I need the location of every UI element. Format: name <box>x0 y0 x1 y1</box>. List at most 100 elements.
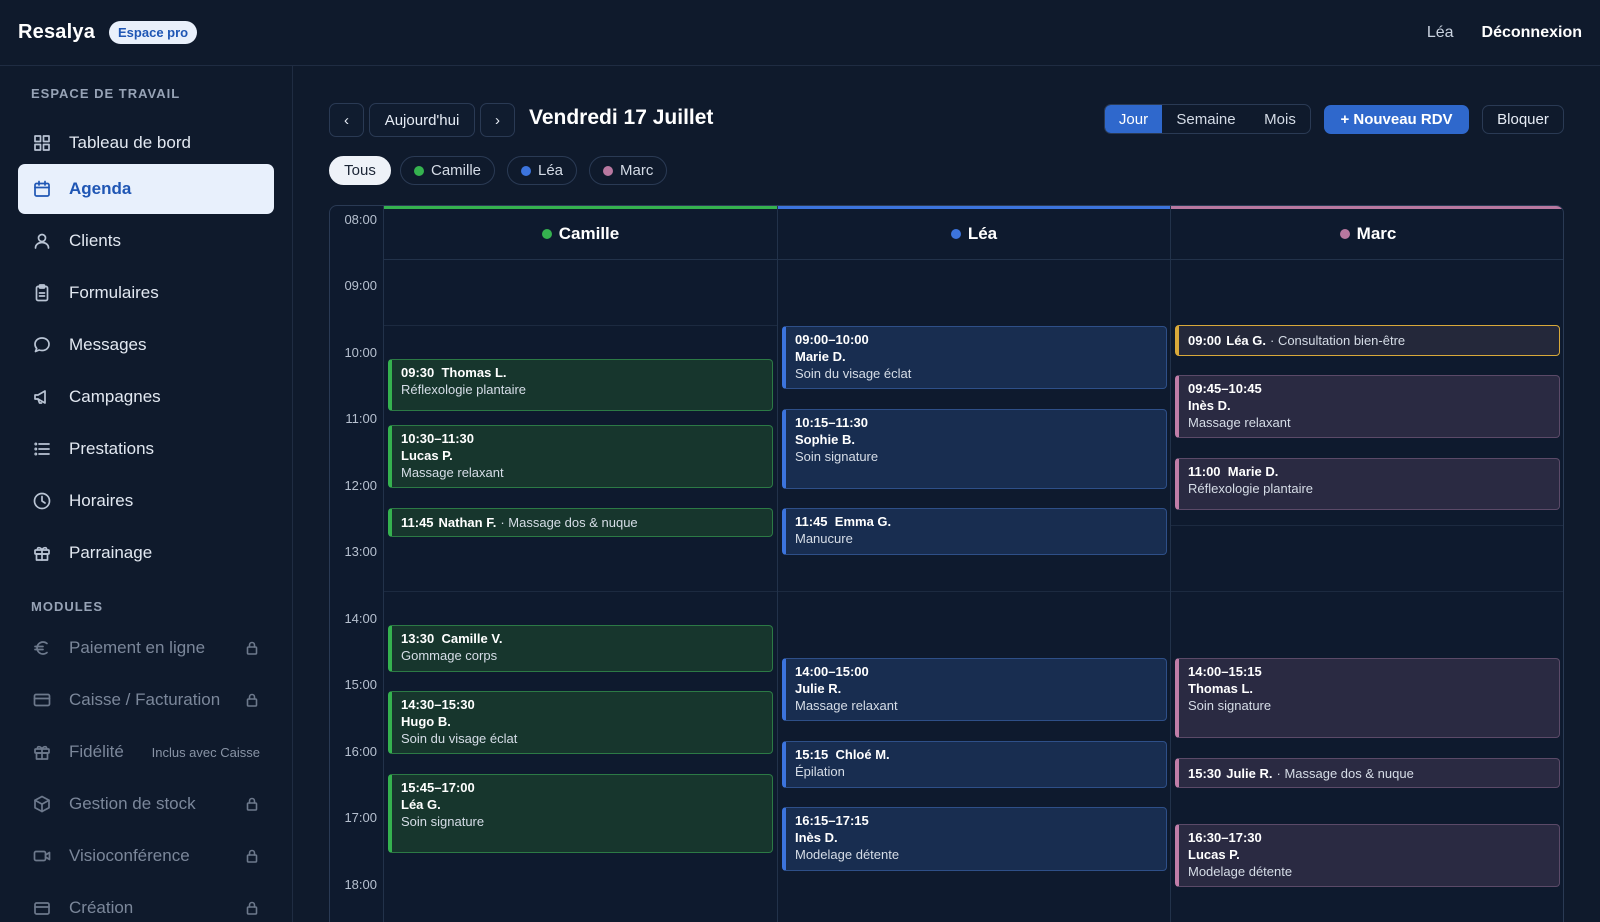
new-appointment-button[interactable]: + Nouveau RDV <box>1324 105 1469 134</box>
column-title: Camille <box>558 224 620 243</box>
sidebar-item-stock[interactable]: Gestion de stock <box>18 779 274 829</box>
appointment-client: Sophie B. <box>795 432 855 447</box>
appointment-card[interactable]: 09:45–10:45 Inès D. Massage relaxant <box>1175 375 1560 438</box>
sidebar-item-parrainage[interactable]: Parrainage <box>18 528 274 578</box>
appointment-card[interactable]: 09:00–10:00 Marie D. Soin du visage écla… <box>782 326 1167 389</box>
appointment-client: Nathan F. <box>438 515 497 530</box>
appointment-card[interactable]: 15:30 Julie R. · Massage dos & nuque <box>1175 758 1560 788</box>
column-header-lea: Léa <box>778 206 1170 260</box>
sidebar-item-label: Parrainage <box>69 543 153 562</box>
sidebar-item-agenda[interactable]: Agenda <box>18 164 274 214</box>
appointment-client: Inès D. <box>795 830 838 845</box>
current-user[interactable]: Léa <box>1426 23 1454 41</box>
appointment-service: Gommage corps <box>401 648 498 663</box>
sidebar-item-caisse[interactable]: Caisse / Facturation <box>18 675 274 725</box>
sidebar-item-formulaires[interactable]: Formulaires <box>18 268 274 318</box>
sidebar-item-prestations[interactable]: Prestations <box>18 424 274 474</box>
sidebar-item-paiement[interactable]: Paiement en ligne <box>18 623 274 673</box>
appointment-card[interactable]: 14:00–15:00 Julie R. Massage relaxant <box>782 658 1167 721</box>
sidebar-item-messages[interactable]: Messages <box>18 320 274 370</box>
view-month-button[interactable]: Mois <box>1264 110 1296 128</box>
create-icon <box>32 898 52 918</box>
appointment-client: Chloé M. <box>835 747 890 762</box>
appointment-service: Manucure <box>795 531 853 546</box>
appointment-client: Lucas P. <box>1188 847 1240 862</box>
appointment-card[interactable]: 11:45 Emma G. Manucure <box>782 508 1167 555</box>
filter-camille-chip[interactable]: Camille <box>400 156 496 185</box>
appointment-card[interactable]: 14:30–15:30 Hugo B. Soin du visage éclat <box>388 691 773 754</box>
block-button[interactable]: Bloquer <box>1482 105 1564 134</box>
view-week-button[interactable]: Semaine <box>1176 110 1236 128</box>
appointment-time: 09:45–10:45 <box>1188 381 1262 396</box>
appointment-service: Massage relaxant <box>795 698 898 713</box>
staff-dot <box>521 165 531 176</box>
appointment-service: Massage relaxant <box>1188 415 1291 430</box>
appointment-card[interactable]: 09:00 Léa G. · Consultation bien-être <box>1175 325 1560 356</box>
appointment-client: Camille V. <box>441 631 503 646</box>
sidebar-item-creation[interactable]: Création <box>18 883 274 922</box>
sidebar-item-campagnes[interactable]: Campagnes <box>18 372 274 422</box>
sidebar-item-label: Gestion de stock <box>69 794 196 813</box>
next-day-button[interactable]: › <box>480 103 515 137</box>
column-header-camille: Camille <box>384 206 777 260</box>
appointment-card[interactable]: 11:45 Nathan F. · Massage dos & nuque <box>388 508 773 537</box>
appointment-service: Massage relaxant <box>401 465 504 480</box>
today-button[interactable]: Aujourd'hui <box>369 103 475 137</box>
appointment-time: 11:00 <box>1188 464 1221 479</box>
appointment-time: 16:15–17:15 <box>795 813 869 828</box>
sidebar-item-clients[interactable]: Clients <box>18 216 274 266</box>
appointment-client: Hugo B. <box>401 714 451 729</box>
hour-label: 16:00 <box>344 744 377 759</box>
prev-day-button[interactable]: ‹ <box>329 103 364 137</box>
appointment-service: Soin signature <box>401 814 485 829</box>
sidebar-item-visio[interactable]: Visioconférence <box>18 831 274 881</box>
sidebar-item-label: Formulaires <box>69 283 159 302</box>
appointment-card[interactable]: 10:30–11:30 Lucas P. Massage relaxant <box>388 425 773 488</box>
sidebar-item-label: Fidélité <box>69 742 124 761</box>
clock-icon <box>32 491 52 511</box>
hour-line <box>384 325 777 326</box>
appointment-card[interactable]: 15:15 Chloé M. Épilation <box>782 741 1167 788</box>
appointment-client: Julie R. <box>1226 765 1273 781</box>
sidebar-item-label: Caisse / Facturation <box>69 690 221 709</box>
appointment-card[interactable]: 11:00 Marie D. Réflexologie plantaire <box>1175 458 1560 510</box>
filter-lea-chip[interactable]: Léa <box>507 156 578 185</box>
appointment-service: Soin du visage éclat <box>401 731 518 746</box>
sidebar-item-dashboard[interactable]: Tableau de bord <box>18 118 274 168</box>
appointment-card[interactable]: 14:00–15:15 Thomas L. Soin signature <box>1175 658 1560 738</box>
hour-label: 13:00 <box>344 544 377 559</box>
staff-dot <box>1339 229 1350 239</box>
top-bar: Resalya Espace pro Léa Déconnexion <box>0 0 1600 66</box>
workspace-section-title: ESPACE DE TRAVAIL <box>31 86 181 101</box>
video-icon <box>32 846 52 866</box>
appointment-service: · Consultation bien-être <box>1270 333 1406 348</box>
appointment-time: 09:00 <box>1188 333 1222 348</box>
appointment-time: 09:00–10:00 <box>795 332 869 347</box>
hour-line <box>1171 525 1563 526</box>
filter-marc-chip[interactable]: Marc <box>589 156 668 185</box>
appointment-card[interactable]: 15:45–17:00 Léa G. Soin signature <box>388 774 773 853</box>
appointment-service: Soin signature <box>795 449 879 464</box>
message-icon <box>32 335 52 355</box>
sidebar-item-fidelite[interactable]: Fidélité Inclus avec Caisse <box>18 727 274 777</box>
appointment-card[interactable]: 16:30–17:30 Lucas P. Modelage détente <box>1175 824 1560 887</box>
staff-dot <box>541 229 552 239</box>
column-title: Léa <box>967 224 998 243</box>
filter-all-chip[interactable]: Tous <box>329 156 391 185</box>
appointment-card[interactable]: 09:30 Thomas L. Réflexologie plantaire <box>388 359 773 411</box>
logout-button[interactable]: Déconnexion <box>1481 23 1582 41</box>
appointment-client: Marie D. <box>1227 464 1279 479</box>
hour-label: 12:00 <box>344 478 377 493</box>
staff-dot <box>603 165 613 176</box>
appointment-card[interactable]: 10:15–11:30 Sophie B. Soin signature <box>782 409 1167 489</box>
list-icon <box>32 439 52 459</box>
appointment-card[interactable]: 13:30 Camille V. Gommage corps <box>388 625 773 672</box>
appointment-time: 13:30 <box>401 631 435 646</box>
view-day-button[interactable]: Jour <box>1105 105 1162 133</box>
hour-label: 09:00 <box>344 278 377 293</box>
appointment-card[interactable]: 16:15–17:15 Inès D. Modelage détente <box>782 807 1167 871</box>
appointment-time: 11:45 <box>401 515 434 530</box>
brand-logo[interactable]: Resalya <box>18 21 96 43</box>
sidebar-item-horaires[interactable]: Horaires <box>18 476 274 526</box>
appointment-client: Emma G. <box>834 514 892 529</box>
